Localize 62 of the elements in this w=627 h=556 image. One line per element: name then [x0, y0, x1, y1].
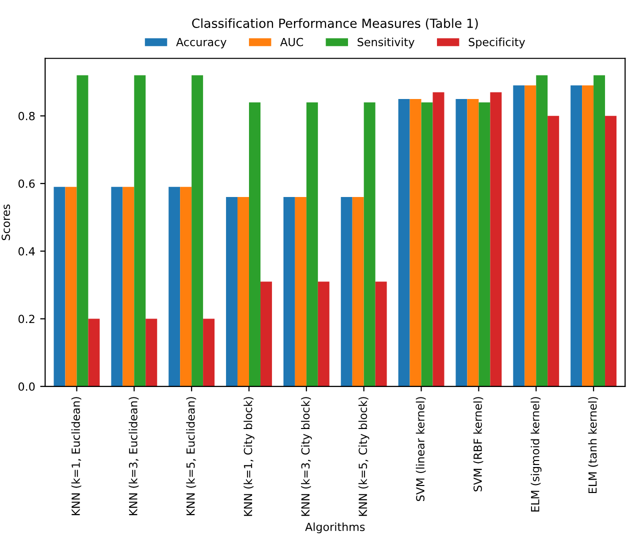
bar	[605, 116, 617, 386]
bar	[180, 186, 192, 386]
bar	[88, 318, 100, 386]
y-tick-label: 0.4	[18, 247, 35, 256]
bar	[478, 102, 490, 386]
bar	[306, 102, 318, 386]
x-tick-label: KNN (k=5, Euclidean)	[186, 397, 196, 516]
y-tick-label: 0.0	[18, 382, 35, 391]
bar	[111, 186, 123, 386]
bar	[467, 98, 479, 386]
x-tick-label: SVM (RBF kernel)	[473, 397, 484, 492]
bar	[76, 75, 88, 386]
legend-label: Sensitivity	[358, 38, 414, 48]
bar	[260, 282, 272, 386]
bar	[340, 197, 352, 386]
bar	[203, 318, 215, 386]
bar	[54, 186, 66, 386]
x-tick-label: SVM (linear kernel)	[416, 397, 426, 502]
x-axis-title: Algorithms	[305, 522, 365, 534]
bar	[352, 197, 364, 386]
bar	[524, 85, 536, 386]
x-tick-label: KNN (k=5, City block)	[358, 397, 370, 516]
bar	[375, 282, 387, 386]
bar	[582, 85, 594, 386]
bar	[318, 282, 330, 386]
y-tick-label: 0.2	[18, 314, 34, 324]
legend-label: Accuracy	[176, 38, 226, 48]
bar	[238, 197, 249, 386]
bar	[168, 186, 180, 386]
x-tick-label: KNN (k=1, Euclidean)	[71, 397, 82, 516]
bar	[192, 75, 204, 386]
x-tick-label: ELM (sigmoid kernel)	[530, 397, 542, 512]
x-tick-label: KNN (k=3, Euclidean)	[128, 397, 139, 516]
y-tick-label: 0.8	[18, 112, 35, 120]
bar	[294, 197, 306, 386]
x-tick-label: KNN (k=3, City block)	[301, 397, 312, 516]
bar	[283, 197, 295, 386]
y-tick-label: 0.6	[18, 179, 35, 188]
chart-title: Classification Performance Measures (Table 1)	[192, 18, 478, 30]
legend-label: AUC	[280, 38, 303, 46]
bar	[490, 92, 502, 386]
bar	[226, 197, 238, 386]
bar	[570, 85, 582, 386]
bar	[364, 102, 376, 386]
bar	[513, 85, 525, 386]
bar	[122, 186, 134, 386]
x-tick-label: KNN (k=1, City block)	[244, 397, 254, 516]
bar	[456, 98, 468, 386]
bar	[421, 102, 433, 386]
y-axis-title: Scores	[2, 204, 10, 240]
legend-label: Specificity	[468, 38, 526, 48]
bar	[248, 102, 260, 386]
x-tick-label: ELM (tanh kernel)	[588, 397, 598, 494]
bar	[398, 98, 410, 386]
bar	[548, 116, 560, 386]
bar	[594, 75, 606, 386]
bar	[410, 98, 422, 386]
bar	[536, 75, 548, 386]
bar	[134, 75, 146, 386]
bar	[146, 318, 158, 386]
bar	[432, 92, 444, 386]
bar	[65, 186, 77, 386]
